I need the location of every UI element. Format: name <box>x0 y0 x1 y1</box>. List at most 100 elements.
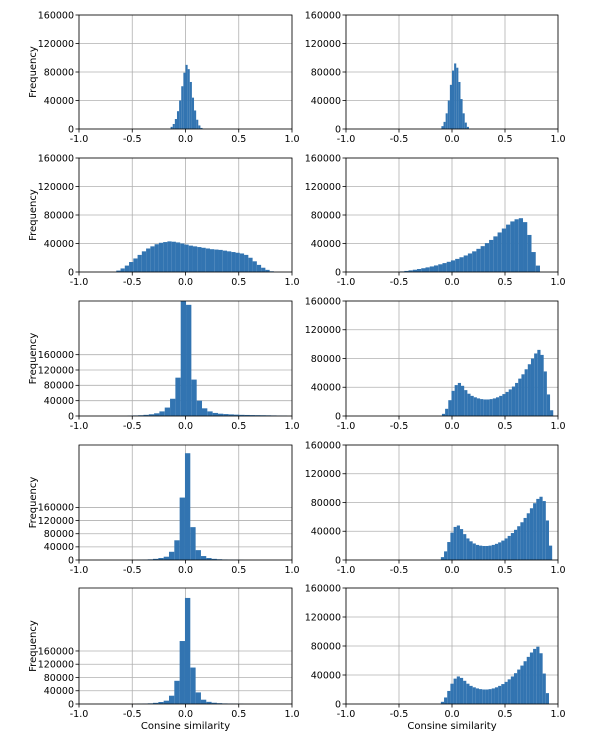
histogram-bar <box>459 677 464 704</box>
x-tick-label: -0.5 <box>390 565 409 576</box>
histogram-bar <box>196 119 199 129</box>
histogram-bar <box>463 680 467 704</box>
histogram-bar <box>482 545 486 560</box>
histogram-bar <box>194 110 197 129</box>
y-tick-label: 120000 <box>305 469 341 480</box>
histogram-bar <box>227 251 232 272</box>
histogram-bar <box>527 234 532 272</box>
histogram-bar <box>545 520 549 560</box>
x-tick-label: 0.5 <box>231 709 246 720</box>
histogram-bar <box>510 676 515 704</box>
histogram-bar <box>256 264 262 272</box>
histogram-bar <box>480 246 485 272</box>
histogram-bar <box>412 269 418 272</box>
histogram-bar <box>526 513 530 560</box>
x-tick-label: 1.0 <box>284 421 299 432</box>
y-axis-label: Frequency <box>28 620 39 672</box>
histogram-bar <box>179 641 185 704</box>
histogram-bar <box>464 122 467 129</box>
histogram-bar <box>175 377 181 416</box>
histogram-bar <box>168 551 175 560</box>
histogram-bar <box>488 545 492 560</box>
histogram-bar <box>548 545 553 560</box>
x-tick-label: 0.0 <box>178 421 193 432</box>
histogram-bar <box>531 252 536 272</box>
x-tick-label: -0.5 <box>123 134 142 145</box>
y-tick-label: 0 <box>68 411 74 422</box>
y-tick-label: 0 <box>68 699 74 710</box>
histogram-bar <box>459 529 464 560</box>
panel-row3-left: -1.0 -0.5 0.0 0.5 1.0 0 40000 80000 120000 160000… <box>28 300 300 432</box>
histogram-bar <box>191 97 195 129</box>
histogram-bar <box>534 353 538 416</box>
histogram-bar <box>214 249 219 272</box>
y-tick-label: 0 <box>335 411 341 422</box>
histogram-bar <box>462 113 465 129</box>
histogram-bar <box>450 683 454 704</box>
histogram-bar <box>255 415 261 416</box>
histogram-bar <box>159 411 165 416</box>
histogram-bar <box>179 100 182 129</box>
x-tick-label: 1.0 <box>284 134 299 145</box>
histogram-bar <box>489 399 493 416</box>
histogram-bar <box>195 550 201 560</box>
y-tick-label: 120000 <box>38 365 74 376</box>
histogram-bar <box>470 395 474 416</box>
x-tick-label: -0.5 <box>390 134 409 145</box>
histogram-bar <box>218 249 223 272</box>
histogram-bar <box>417 269 422 272</box>
histogram-bar <box>239 253 245 272</box>
y-tick-label: 80000 <box>44 210 74 221</box>
histogram-bar <box>466 683 470 704</box>
histogram-bar <box>550 410 554 416</box>
histogram-bar <box>446 261 451 272</box>
histogram-bar <box>440 557 445 560</box>
histogram-bar <box>133 258 138 272</box>
histogram-bar <box>514 529 518 560</box>
histogram-bar <box>506 224 511 272</box>
histogram-bar <box>498 542 502 560</box>
histogram-bar <box>467 253 473 272</box>
histogram-bar <box>170 126 173 129</box>
x-tick-label: 1.0 <box>284 565 299 576</box>
x-tick-label: -0.5 <box>123 565 142 576</box>
x-tick-label: 0.0 <box>178 565 193 576</box>
histogram-bar <box>454 63 457 130</box>
histogram-bar <box>497 232 502 272</box>
histogram-bar <box>222 250 228 272</box>
histogram-bar <box>172 124 175 129</box>
histogram-bar <box>181 86 184 129</box>
histogram-bar <box>501 228 507 272</box>
histogram-bar <box>450 260 456 272</box>
histogram-bar <box>228 414 234 416</box>
y-tick-label: 160000 <box>38 646 74 657</box>
histogram-bar <box>206 558 212 560</box>
histogram-bar <box>163 556 169 560</box>
histogram-bar <box>146 248 151 272</box>
y-tick-label: 120000 <box>38 516 74 527</box>
x-tick-label: -1.0 <box>70 565 89 576</box>
histogram-bar <box>116 270 121 272</box>
histogram-bar <box>150 246 155 272</box>
histogram-bar <box>235 252 240 272</box>
histogram-bar <box>442 263 447 272</box>
histogram-bar <box>475 544 480 560</box>
x-tick-label: 0.5 <box>497 565 512 576</box>
histogram-bar <box>546 394 551 416</box>
histogram-bar <box>206 701 212 704</box>
y-tick-label: 160000 <box>38 10 74 21</box>
histogram-bar <box>540 354 544 416</box>
y-tick-label: 160000 <box>38 153 74 164</box>
y-tick-label: 0 <box>68 555 74 566</box>
histogram-bar <box>502 394 506 416</box>
histogram-bar <box>504 681 508 704</box>
histogram-bar <box>533 648 537 704</box>
x-tick-label: -0.5 <box>390 421 409 432</box>
y-axis-label: Frequency <box>28 333 39 385</box>
histogram-bar <box>476 248 481 272</box>
x-axis-label: Consine similarity <box>407 721 496 732</box>
histogram-bar <box>521 374 525 416</box>
x-tick-label: 0.0 <box>444 277 459 288</box>
y-tick-label: 120000 <box>38 660 74 671</box>
histogram-bar <box>523 661 527 704</box>
